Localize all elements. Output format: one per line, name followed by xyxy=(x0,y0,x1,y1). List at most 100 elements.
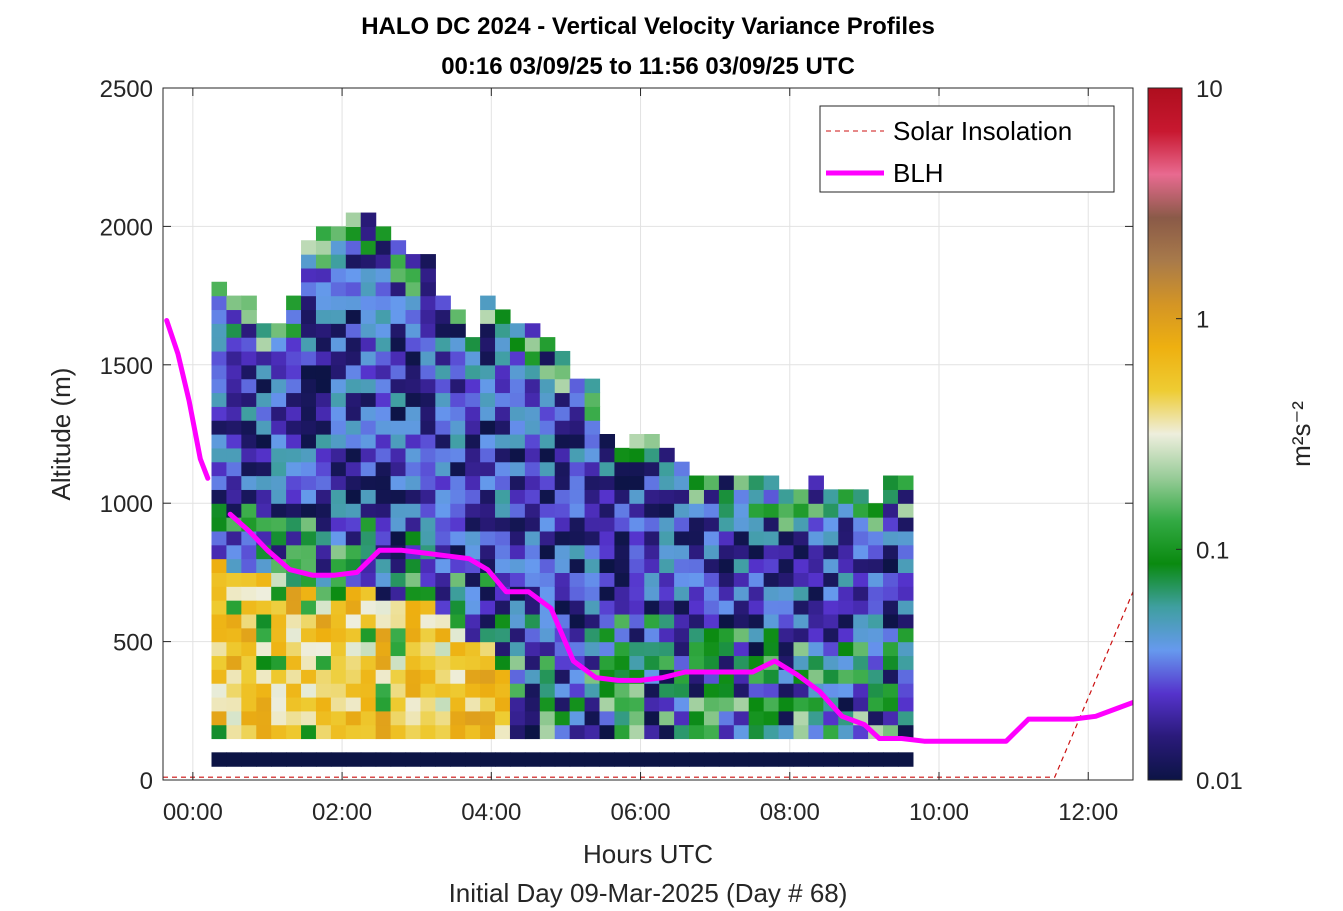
heatmap-cell xyxy=(450,586,466,601)
heatmap-cell xyxy=(390,350,407,366)
heatmap-cell xyxy=(465,378,481,394)
heatmap-cell xyxy=(226,392,242,407)
heatmap-cell xyxy=(480,641,496,657)
heatmap-cell xyxy=(659,558,675,573)
heatmap-cell xyxy=(271,530,287,546)
heatmap-cell xyxy=(629,724,645,740)
heatmap-cell xyxy=(748,586,765,601)
heatmap-cell xyxy=(315,364,332,380)
heatmap-cell xyxy=(569,517,586,532)
heatmap-cell xyxy=(524,323,541,338)
heatmap-cell xyxy=(301,669,317,684)
heatmap-cell xyxy=(823,724,839,740)
heatmap-cell xyxy=(301,447,317,463)
chart-title: HALO DC 2024 - Vertical Velocity Varianc… xyxy=(361,13,935,40)
heatmap-cell xyxy=(569,447,586,463)
heatmap-cell xyxy=(584,752,601,767)
heatmap-cell xyxy=(480,655,496,670)
heatmap-cell xyxy=(883,489,899,504)
heatmap-cell xyxy=(733,572,750,587)
heatmap-cell xyxy=(256,627,272,643)
heatmap-cell xyxy=(584,572,601,587)
heatmap-cell xyxy=(286,337,302,352)
heatmap-cell xyxy=(554,530,571,546)
heatmap-cell xyxy=(330,226,347,241)
heatmap-cell xyxy=(330,683,347,698)
legend-box xyxy=(819,105,1115,193)
heatmap-cell xyxy=(375,475,392,490)
heatmap-cell xyxy=(524,669,541,684)
heatmap-cell xyxy=(345,254,362,269)
heatmap-cell xyxy=(853,503,869,518)
heatmap-cell xyxy=(718,724,735,740)
heatmap-cell xyxy=(763,572,780,587)
heatmap-cell xyxy=(286,309,302,324)
heatmap-cell xyxy=(211,655,228,670)
heatmap-cell xyxy=(659,641,675,657)
heatmap-cell xyxy=(450,475,466,490)
heatmap-cell xyxy=(853,586,869,601)
heatmap-cell xyxy=(435,337,451,352)
heatmap-cell xyxy=(465,420,481,435)
heatmap-cell xyxy=(868,696,884,712)
heatmap-cell xyxy=(375,254,392,269)
heatmap-cell xyxy=(793,696,810,712)
heatmap-cell xyxy=(718,710,735,726)
heatmap-cell xyxy=(211,337,228,352)
heatmap-cell xyxy=(480,295,496,311)
heatmap-cell xyxy=(495,669,511,684)
heatmap-cell xyxy=(315,696,332,712)
heatmap-cell xyxy=(599,558,616,573)
heatmap-cell xyxy=(748,710,765,726)
heatmap-cell xyxy=(241,475,257,490)
heatmap-cell xyxy=(569,530,586,546)
heatmap-cell xyxy=(629,544,645,560)
heatmap-cell xyxy=(271,752,287,767)
heatmap-cell xyxy=(883,558,899,573)
heatmap-cell xyxy=(539,724,556,740)
heatmap-cell xyxy=(241,655,257,670)
heatmap-cell xyxy=(375,572,392,587)
heatmap-cell xyxy=(271,447,287,463)
heatmap-cell xyxy=(286,752,302,767)
heatmap-cell xyxy=(211,572,228,587)
heatmap-cell xyxy=(211,683,228,698)
heatmap-cell xyxy=(420,461,436,477)
heatmap-cell xyxy=(286,544,302,560)
heatmap-cell xyxy=(345,337,362,352)
heatmap-cell xyxy=(330,240,347,255)
heatmap-cell xyxy=(226,696,242,712)
heatmap-cell xyxy=(778,641,795,657)
heatmap-cell xyxy=(689,572,705,587)
heatmap-cell xyxy=(674,724,690,740)
heatmap-cell xyxy=(405,558,422,573)
heatmap-cell xyxy=(241,489,257,504)
heatmap-cell xyxy=(659,655,675,670)
heatmap-cell xyxy=(390,267,407,283)
heatmap-cell xyxy=(718,503,735,518)
heatmap-cell xyxy=(778,517,795,532)
heatmap-cell xyxy=(554,655,571,670)
heatmap-cell xyxy=(360,586,377,601)
heatmap-cell xyxy=(539,489,556,504)
heatmap-cell xyxy=(599,655,616,670)
heatmap-cell xyxy=(659,503,675,518)
heatmap-cell xyxy=(569,558,586,573)
heatmap-cell xyxy=(330,434,347,449)
heatmap-cell xyxy=(823,655,839,670)
heatmap-cell xyxy=(539,669,556,684)
solar-insolation-line xyxy=(163,591,1133,778)
heatmap-cell xyxy=(226,613,242,629)
heatmap-cell xyxy=(226,309,242,324)
heatmap-cell xyxy=(405,503,422,518)
heatmap-cell xyxy=(509,461,526,477)
heatmap-cell xyxy=(823,752,839,767)
heatmap-cell xyxy=(569,613,586,629)
heatmap-cell xyxy=(405,461,422,477)
heatmap-cell xyxy=(420,641,436,657)
heatmap-cell xyxy=(256,558,272,573)
heatmap-cell xyxy=(480,696,496,712)
heatmap-cell xyxy=(330,323,347,338)
heatmap-cell xyxy=(420,434,436,449)
heatmap-cell xyxy=(360,226,377,241)
